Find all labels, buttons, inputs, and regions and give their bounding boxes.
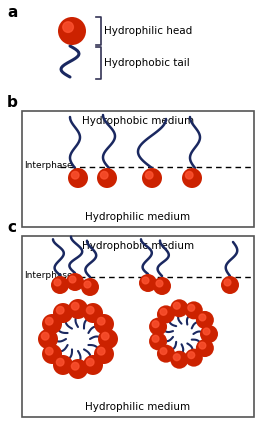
FancyBboxPatch shape (22, 236, 254, 417)
Text: a: a (7, 5, 17, 20)
Circle shape (185, 301, 203, 319)
Circle shape (196, 339, 214, 357)
Circle shape (83, 303, 103, 323)
Text: Hydrophobic medium: Hydrophobic medium (82, 241, 194, 251)
Circle shape (41, 332, 49, 340)
Circle shape (94, 314, 114, 334)
Circle shape (56, 306, 64, 314)
Circle shape (81, 278, 99, 296)
Circle shape (160, 348, 167, 354)
Circle shape (98, 329, 118, 349)
Circle shape (42, 344, 62, 364)
Circle shape (58, 17, 86, 45)
Circle shape (84, 281, 91, 288)
Text: Interphase: Interphase (24, 272, 73, 281)
Circle shape (224, 279, 231, 286)
Circle shape (68, 359, 88, 379)
Circle shape (157, 344, 175, 363)
Text: b: b (7, 95, 18, 110)
Circle shape (188, 352, 195, 359)
Circle shape (157, 305, 175, 323)
Text: Hydrophilic medium: Hydrophilic medium (85, 402, 191, 412)
Circle shape (149, 318, 167, 335)
Circle shape (160, 308, 167, 315)
Circle shape (94, 344, 114, 364)
Circle shape (142, 168, 162, 188)
Circle shape (66, 273, 84, 291)
Circle shape (71, 172, 79, 179)
Circle shape (149, 332, 167, 350)
Text: Hydrophobic medium: Hydrophobic medium (82, 116, 194, 126)
Circle shape (170, 351, 188, 369)
Circle shape (71, 363, 79, 370)
Text: Hydrophilic head: Hydrophilic head (104, 26, 192, 36)
Text: c: c (7, 220, 16, 235)
Circle shape (56, 358, 64, 366)
Circle shape (97, 347, 105, 355)
Circle shape (153, 277, 171, 295)
Circle shape (51, 276, 69, 294)
Text: Hydrophobic tail: Hydrophobic tail (104, 58, 190, 68)
Circle shape (45, 347, 53, 355)
Circle shape (87, 306, 94, 314)
Circle shape (173, 354, 180, 361)
Circle shape (101, 332, 109, 340)
Circle shape (71, 302, 79, 310)
FancyBboxPatch shape (22, 111, 254, 227)
Circle shape (156, 280, 163, 287)
Circle shape (53, 303, 73, 323)
Circle shape (97, 317, 105, 325)
Circle shape (185, 349, 203, 367)
Circle shape (152, 335, 159, 342)
Circle shape (53, 355, 73, 375)
Circle shape (199, 314, 206, 321)
Circle shape (68, 168, 88, 188)
Circle shape (87, 358, 94, 366)
Circle shape (203, 328, 210, 335)
Circle shape (170, 299, 188, 317)
Circle shape (152, 321, 159, 328)
Circle shape (83, 355, 103, 375)
Circle shape (142, 277, 149, 284)
Circle shape (100, 172, 108, 179)
Circle shape (196, 311, 214, 329)
Circle shape (173, 302, 180, 309)
Circle shape (146, 172, 153, 179)
Circle shape (45, 317, 53, 325)
Circle shape (221, 276, 239, 294)
Circle shape (42, 314, 62, 334)
Circle shape (69, 276, 76, 283)
Circle shape (63, 22, 73, 33)
Text: Hydrophilic medium: Hydrophilic medium (85, 212, 191, 222)
Circle shape (188, 305, 195, 311)
Circle shape (182, 168, 202, 188)
Circle shape (185, 172, 193, 179)
Circle shape (54, 279, 61, 286)
Circle shape (97, 168, 117, 188)
Circle shape (68, 299, 88, 319)
Circle shape (38, 329, 58, 349)
Circle shape (199, 342, 206, 349)
Text: Interphase: Interphase (24, 161, 73, 170)
Circle shape (139, 274, 157, 292)
Circle shape (200, 325, 218, 343)
